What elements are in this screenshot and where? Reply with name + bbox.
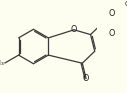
Text: O: O: [71, 25, 77, 34]
Text: CH₃: CH₃: [0, 60, 5, 66]
Text: O: O: [109, 9, 115, 18]
Text: OCH₃: OCH₃: [124, 1, 127, 7]
Text: O: O: [83, 74, 89, 83]
Text: O: O: [108, 29, 114, 38]
